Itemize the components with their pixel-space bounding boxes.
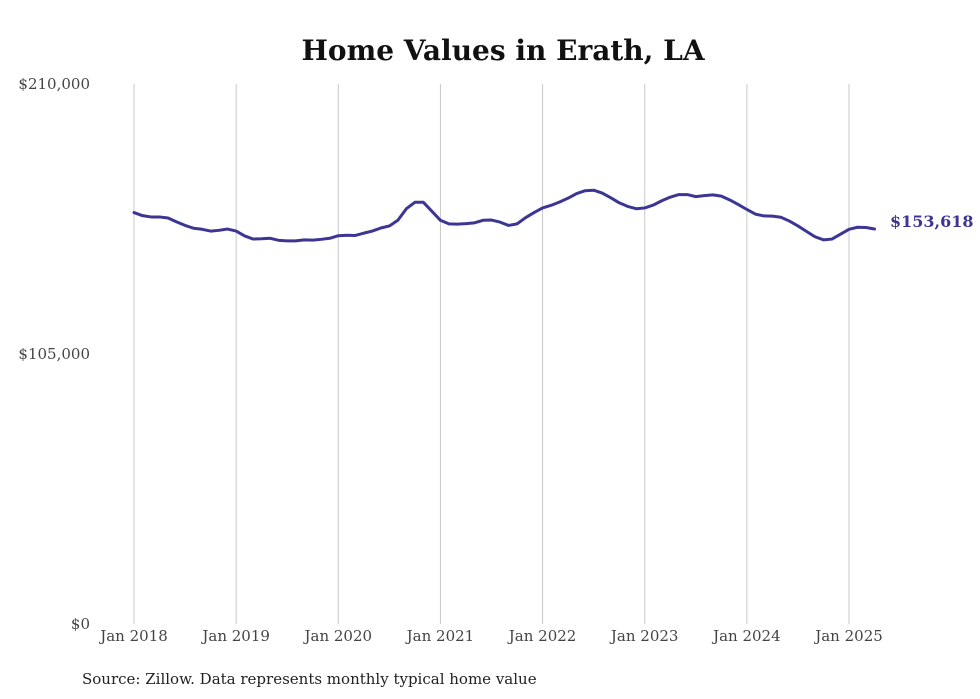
x-tick-label: Jan 2023 [609, 627, 679, 645]
end-value-label: $153,618 [890, 212, 974, 231]
x-tick-label: Jan 2025 [813, 627, 883, 645]
y-tick-label: $105,000 [18, 345, 90, 363]
y-tick-label: $0 [71, 615, 90, 633]
y-axis-ticks: $0 $105,000 $210,000 [18, 75, 90, 633]
x-tick-label: Jan 2021 [405, 627, 475, 645]
gridlines [133, 84, 850, 624]
x-tick-label: Jan 2022 [507, 627, 577, 645]
chart-title: Home Values in Erath, LA [301, 34, 705, 67]
x-tick-label: Jan 2018 [98, 627, 168, 645]
series-line-home-value [132, 188, 877, 243]
x-tick-label: Jan 2024 [711, 627, 781, 645]
x-tick-label: Jan 2020 [303, 627, 373, 645]
x-axis-ticks: Jan 2018 Jan 2019 Jan 2020 Jan 2021 Jan 2022… [98, 627, 883, 645]
x-tick-label: Jan 2019 [200, 627, 270, 645]
y-tick-label: $210,000 [18, 75, 90, 93]
source-note: Source: Zillow. Data represents monthly … [82, 670, 537, 688]
